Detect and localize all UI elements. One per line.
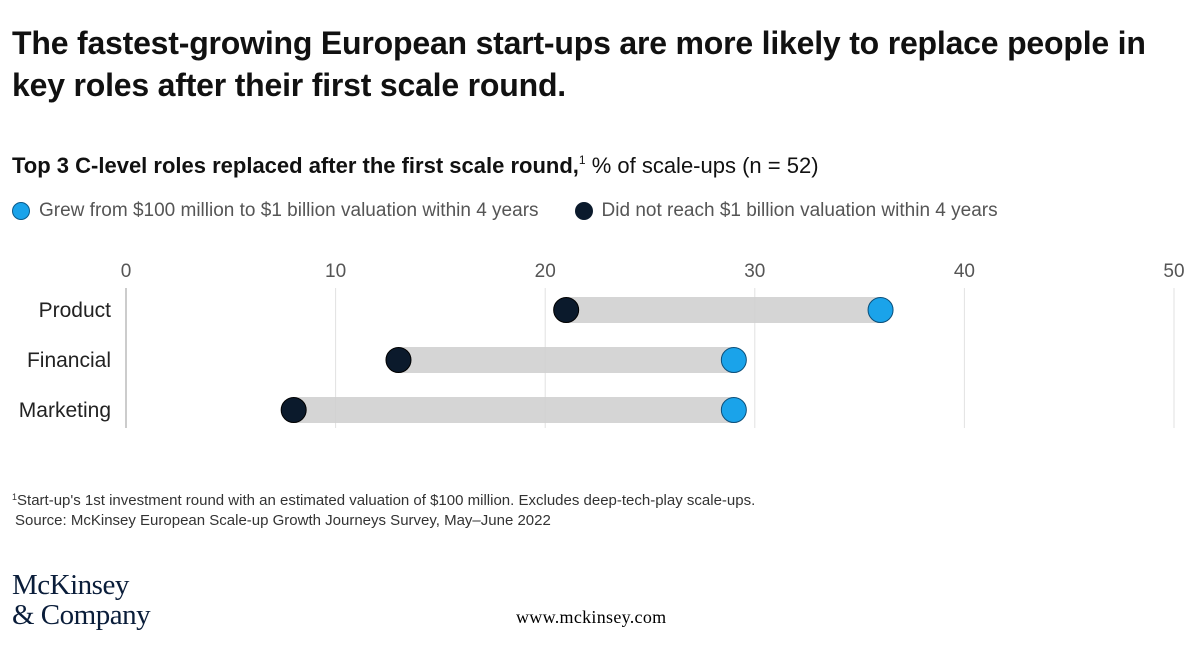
x-tick-label-10: 10 xyxy=(325,261,346,282)
range-bar-marketing xyxy=(293,397,734,423)
subtitle-unit: % of scale-ups (n = 52) xyxy=(585,153,819,178)
legend: Grew from $100 million to $1 billion val… xyxy=(12,200,1034,222)
point-grew-product xyxy=(867,297,894,323)
x-tick-label-0: 0 xyxy=(121,261,132,282)
website-url: www.mckinsey.com xyxy=(516,607,667,627)
legend-item-not-reached: Did not reach $1 billion valuation withi… xyxy=(574,200,998,222)
footnote: 1Start-up's 1st investment round with an… xyxy=(12,487,755,531)
mckinsey-logo: McKinsey & Company xyxy=(12,569,151,631)
logo-line-2: & Company xyxy=(12,599,151,631)
logo-line-1: McKinsey xyxy=(12,569,129,601)
legend-dot-blue xyxy=(12,202,30,220)
x-tick-label-40: 40 xyxy=(954,261,975,282)
category-label-product: Product xyxy=(39,299,112,322)
x-tick-label-50: 50 xyxy=(1163,261,1184,282)
point-grew-marketing xyxy=(720,397,747,423)
x-tick-label-30: 30 xyxy=(744,261,765,282)
chart-title: The fastest-growing European start-ups a… xyxy=(12,25,1146,103)
category-label-marketing: Marketing xyxy=(19,399,111,422)
source-line: Source: McKinsey European Scale-up Growt… xyxy=(15,512,551,529)
range-bar-product xyxy=(566,297,881,323)
legend-dot-dark xyxy=(574,202,593,220)
legend-item-grew: Grew from $100 million to $1 billion val… xyxy=(12,200,539,222)
footnote-text: Start-up's 1st investment round with an … xyxy=(17,492,756,509)
footnote-line-1: 1Start-up's 1st investment round with an… xyxy=(12,487,755,511)
point-not-reached-marketing xyxy=(280,397,307,423)
legend-label-not-reached: Did not reach $1 billion valuation withi… xyxy=(601,200,998,221)
footnote-marker: 1 xyxy=(12,492,18,502)
category-label-financial: Financial xyxy=(27,349,111,372)
chart-subtitle: Top 3 C-level roles replaced after the f… xyxy=(12,145,819,181)
point-not-reached-financial xyxy=(385,347,412,373)
dumbbell-chart: 0 10 20 30 40 50 Product Financial Marketing xyxy=(19,261,1185,428)
x-tick-label-20: 20 xyxy=(535,261,556,282)
point-not-reached-product xyxy=(553,297,580,323)
point-grew-financial xyxy=(720,347,747,373)
legend-label-grew: Grew from $100 million to $1 billion val… xyxy=(39,200,539,221)
subtitle-bold: Top 3 C-level roles replaced after the f… xyxy=(12,153,579,178)
subtitle-footnote-marker: 1 xyxy=(578,153,586,167)
range-bar-financial xyxy=(398,347,734,373)
